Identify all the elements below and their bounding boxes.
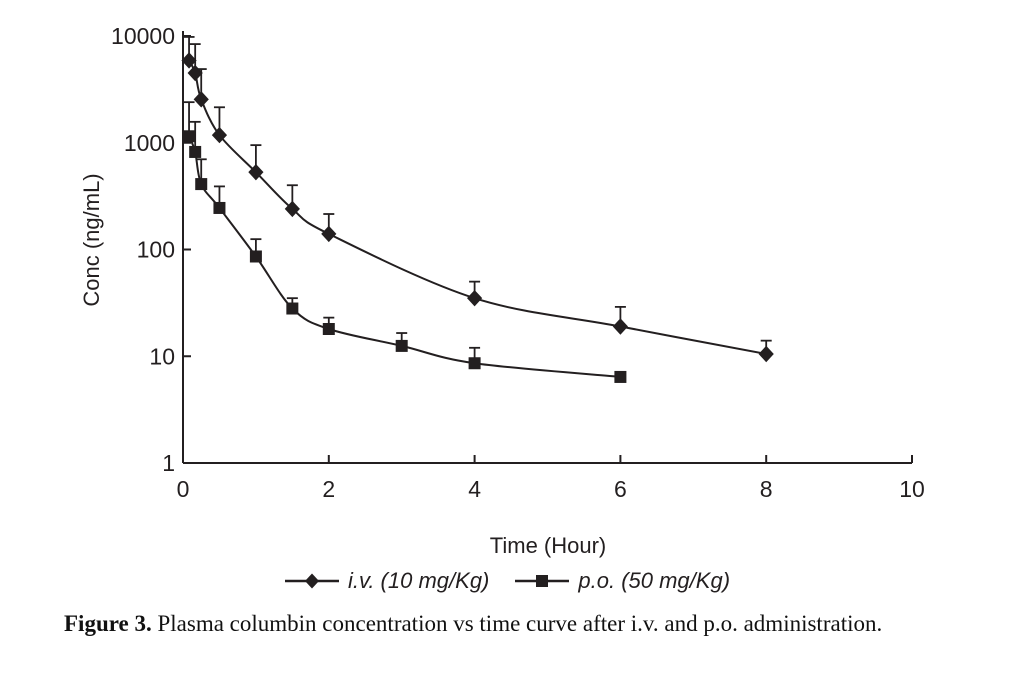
- po-series: [183, 101, 627, 383]
- iv-data-point: [467, 289, 483, 307]
- po-data-point: [286, 302, 299, 315]
- po-data-point: [468, 357, 481, 370]
- po-data-point: [249, 250, 262, 263]
- caption-text: Plasma columbin concentration vs time cu…: [157, 611, 883, 636]
- legend-item-po: p.o. (50 mg/Kg): [515, 568, 730, 594]
- iv-curve: [188, 59, 767, 355]
- axes: [182, 31, 912, 464]
- legend-label-po: p.o. (50 mg/Kg): [578, 568, 731, 593]
- iv-data-point: [248, 163, 264, 181]
- iv-data-point: [284, 200, 300, 218]
- y-tick-label: 1: [162, 450, 175, 476]
- x-tick-label: 0: [177, 476, 190, 502]
- iv-data-point: [187, 64, 203, 82]
- y-tick-label: 1000: [124, 130, 175, 156]
- x-axis-title: Time (Hour): [489, 533, 607, 558]
- y-tick-label: 10000: [111, 23, 175, 49]
- caption-figure-number: Figure 3.: [64, 611, 152, 636]
- po-data-point: [213, 201, 226, 214]
- iv-series: [181, 36, 774, 363]
- x-tick-label: 4: [468, 476, 481, 502]
- iv-diamond-marker-icon: [284, 573, 339, 589]
- po-data-point: [614, 370, 627, 383]
- y-tick-label: 10: [149, 343, 175, 369]
- x-tick-label: 6: [614, 476, 627, 502]
- po-data-point: [395, 339, 408, 352]
- iv-data-point: [211, 126, 228, 144]
- iv-data-point: [193, 91, 209, 108]
- x-tick-label: 8: [760, 476, 773, 502]
- legend-item-iv: i.v. (10 mg/Kg): [284, 568, 490, 594]
- x-tick-label: 10: [899, 476, 925, 502]
- y-tick-label: 100: [137, 237, 175, 263]
- iv-data-point: [321, 225, 337, 243]
- po-data-point: [322, 322, 335, 335]
- iv-data-point: [758, 345, 774, 363]
- po-square-marker-icon: [515, 575, 570, 587]
- po-data-point: [195, 178, 208, 191]
- x-tick-label: 2: [322, 476, 335, 502]
- figure-caption: Figure 3. Plasma columbin concentration …: [64, 608, 972, 639]
- iv-data-point: [612, 318, 628, 335]
- chart-legend: i.v. (10 mg/Kg) p.o. (50 mg/Kg): [0, 568, 1015, 594]
- po-data-point: [189, 145, 202, 158]
- y-axis-title: Conc (ng/mL): [79, 173, 104, 307]
- po-data-point: [183, 130, 196, 143]
- legend-label-iv: i.v. (10 mg/Kg): [347, 568, 490, 593]
- iv-data-point: [181, 52, 197, 69]
